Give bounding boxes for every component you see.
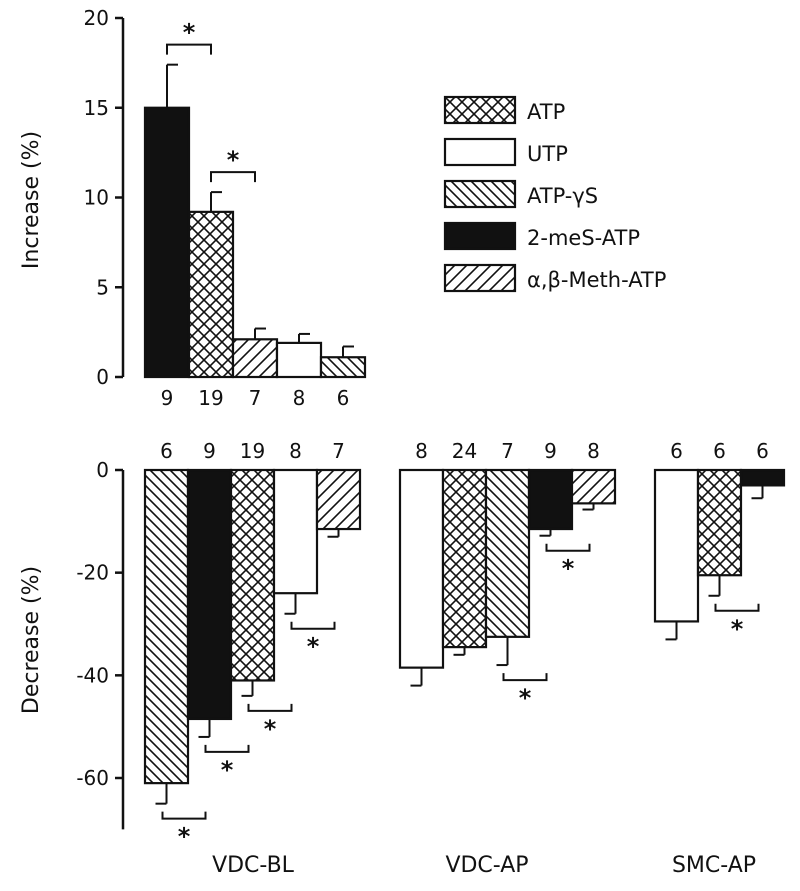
bar-utp (275, 341, 323, 379)
n-label: 6 (670, 439, 683, 463)
bottom-y-tick-label: -20 (76, 561, 109, 585)
bar-meth-atp (231, 338, 279, 379)
bar-atp (441, 468, 488, 649)
bar-atp-s (319, 356, 367, 379)
n-label: 19 (240, 439, 265, 463)
bar-2-mes-atp (143, 106, 191, 379)
bottom-y-axis-title: Decrease (%) (19, 566, 44, 714)
legend-item-2-mes-atp: 2-meS-ATP (443, 221, 640, 251)
significance-bracket (545, 543, 591, 552)
group-label-vdc-bl: VDC-BL (212, 853, 295, 878)
significance-star: * (178, 823, 191, 851)
top-y-tick-label: 0 (96, 365, 109, 389)
n-label: 8 (293, 386, 306, 410)
legend-label: 2-meS-ATP (527, 226, 640, 250)
significance-bracket (502, 673, 548, 682)
bar-atp (187, 210, 235, 379)
bar-2-mes-atp (186, 468, 233, 721)
significance-star: * (221, 756, 234, 784)
significance-star: * (307, 633, 320, 661)
bar-utp (398, 468, 445, 669)
top-y-tick-label: 15 (84, 96, 109, 120)
bar-utp (272, 468, 319, 595)
significance-bracket (210, 171, 256, 183)
legend-swatch (443, 179, 517, 209)
n-label: 6 (160, 439, 173, 463)
significance-star: * (519, 684, 532, 712)
bottom-y-tick-label: -40 (76, 663, 109, 687)
legend-swatch (443, 263, 517, 293)
n-label: 8 (289, 439, 302, 463)
bar-meth-atp (315, 468, 362, 531)
legend-item-atp-s: ATP-γS (443, 179, 598, 209)
significance-bracket (247, 703, 293, 712)
n-label: 6 (713, 439, 726, 463)
significance-star: * (264, 715, 277, 743)
group-label-vdc-ap: VDC-AP (445, 853, 528, 878)
bar-2-mes-atp (527, 468, 574, 531)
n-label: 8 (415, 439, 428, 463)
n-label: 6 (756, 439, 769, 463)
significance-bracket (161, 811, 207, 820)
legend: ATP UTP ATP-γS 2-meS-ATP α,β-Meth-ATP (443, 95, 666, 293)
n-label: 9 (161, 386, 174, 410)
significance-bracket (204, 744, 250, 753)
n-label: 7 (249, 386, 262, 410)
group-vdc-bl: 6 9 19 8 7 * * * * (143, 439, 362, 851)
n-label: 6 (337, 386, 350, 410)
n-label: 8 (587, 439, 600, 463)
group-smc-ap: 6 6 6 * (653, 439, 786, 643)
group-vdc-ap: 8 24 7 9 8 * * (398, 439, 617, 712)
bottom-y-tick-label: 0 (96, 458, 109, 482)
bar-atp-s (484, 468, 531, 638)
significance-bracket (166, 43, 212, 55)
n-label: 7 (332, 439, 345, 463)
top-panel: 0 5 10 15 20 9 19 7 8 6 * * (84, 6, 367, 410)
n-label: 9 (203, 439, 216, 463)
legend-item-meth-atp: α,β-Meth-ATP (443, 263, 666, 293)
legend-item-utp: UTP (443, 137, 568, 167)
bar-atp-s (143, 468, 190, 785)
significance-star: * (183, 19, 196, 47)
n-label: 7 (501, 439, 514, 463)
significance-star: * (562, 555, 575, 583)
top-y-axis-title: Increase (%) (19, 131, 44, 269)
significance-star: * (731, 615, 744, 643)
bar-utp (653, 468, 700, 623)
top-y-tick-label: 5 (96, 275, 109, 299)
legend-label: UTP (527, 142, 568, 166)
group-label-smc-ap: SMC-AP (672, 853, 756, 878)
bar-atp (229, 468, 276, 682)
bar-atp (696, 468, 743, 577)
significance-bracket (714, 603, 760, 612)
legend-label: ATP-γS (527, 184, 598, 208)
legend-label: ATP (527, 100, 565, 124)
n-label: 19 (198, 386, 223, 410)
bottom-y-tick-label: -60 (76, 766, 109, 790)
significance-star: * (227, 146, 240, 174)
n-label: 9 (544, 439, 557, 463)
bottom-panel: 0 -20 -40 -60 6 9 19 8 7 * * * * 8 24 7 9 8 * * 6 6 6 * (76, 439, 786, 851)
top-y-tick-label: 20 (84, 6, 109, 30)
bar-2-mes-atp (739, 468, 786, 487)
bar-meth-atp (570, 468, 617, 505)
legend-item-atp: ATP (443, 95, 565, 125)
legend-swatch (443, 137, 517, 167)
significance-bracket (290, 621, 336, 630)
legend-swatch (443, 221, 517, 251)
legend-label: α,β-Meth-ATP (527, 268, 666, 292)
legend-swatch (443, 95, 517, 125)
n-label: 24 (452, 439, 477, 463)
top-y-tick-label: 10 (84, 186, 109, 210)
